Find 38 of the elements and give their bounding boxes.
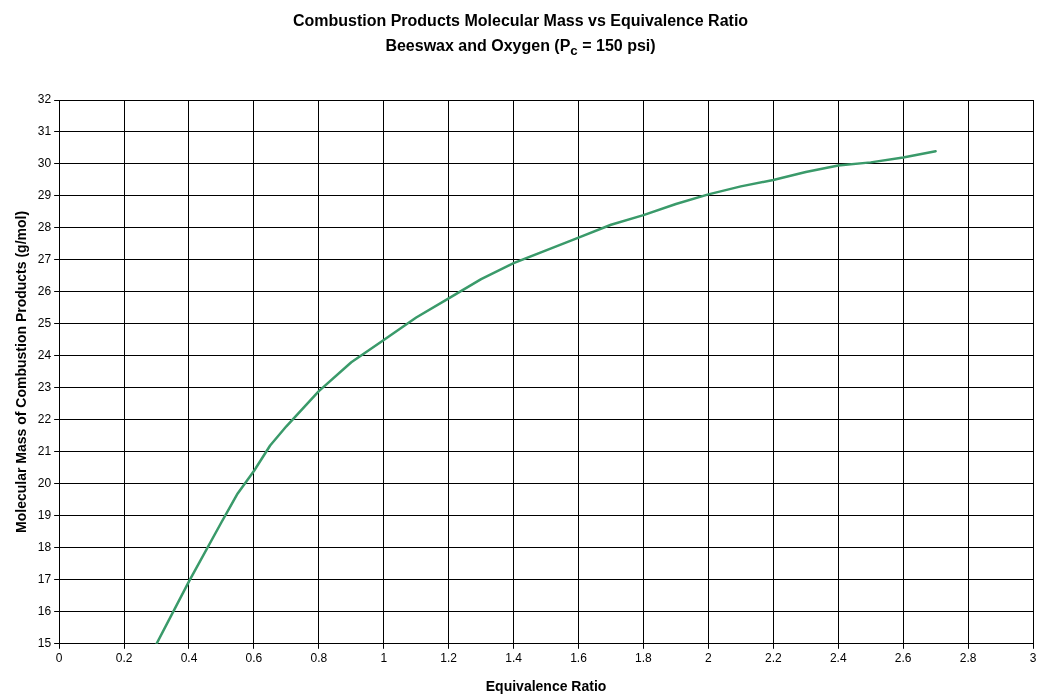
y-tick-label: 21 — [37, 444, 52, 459]
y-tick-label: 24 — [37, 348, 52, 363]
x-tick-label: 2.6 — [894, 651, 912, 666]
y-tick-label: 28 — [37, 220, 52, 235]
x-tick-label: 1 — [380, 651, 388, 666]
y-tick-label: 27 — [37, 252, 52, 267]
y-tick-label: 29 — [37, 188, 52, 203]
y-tick-label: 18 — [37, 540, 52, 555]
y-tick-label: 25 — [37, 316, 52, 331]
x-axis-title: Equivalence Ratio — [485, 678, 607, 695]
y-tick-label: 30 — [37, 156, 52, 171]
x-tick-label: 2.4 — [829, 651, 847, 666]
chart-title: Combustion Products Molecular Mass vs Equivalence Ratio — [291, 11, 750, 31]
x-tick-label: 1.4 — [505, 651, 523, 666]
x-tick-label: 0.8 — [310, 651, 328, 666]
y-tick-label: 20 — [37, 476, 52, 491]
x-tick-label: 3 — [1029, 651, 1037, 666]
y-tick-label: 26 — [37, 284, 52, 299]
y-axis-title: Molecular Mass of Combustion Products (g/mol) — [13, 210, 30, 533]
chart-subtitle: Beeswax and Oxygen (P$_{c}$ = 150 psi) — [384, 36, 657, 61]
y-tick-label: 16 — [37, 604, 52, 619]
x-tick-label: 1.8 — [635, 651, 653, 666]
x-tick-label: 1.2 — [440, 651, 458, 666]
y-tick-label: 23 — [37, 380, 52, 395]
y-tick-label: 22 — [37, 412, 52, 427]
x-tick-label: 2.8 — [959, 651, 977, 666]
x-tick-label: 1.6 — [570, 651, 588, 666]
y-tick-label: 17 — [37, 572, 52, 587]
y-tick-label: 32 — [37, 92, 52, 107]
x-tick-label: 2 — [705, 651, 713, 666]
x-tick-label: 0.4 — [180, 651, 198, 666]
x-tick-label: 0.6 — [245, 651, 263, 666]
y-tick-label: 31 — [37, 124, 52, 139]
x-tick-label: 2.2 — [764, 651, 782, 666]
x-tick-label: 0.2 — [115, 651, 133, 666]
y-tick-label: 15 — [37, 636, 52, 651]
y-tick-label: 19 — [37, 508, 52, 523]
x-tick-label: 0 — [55, 651, 63, 666]
